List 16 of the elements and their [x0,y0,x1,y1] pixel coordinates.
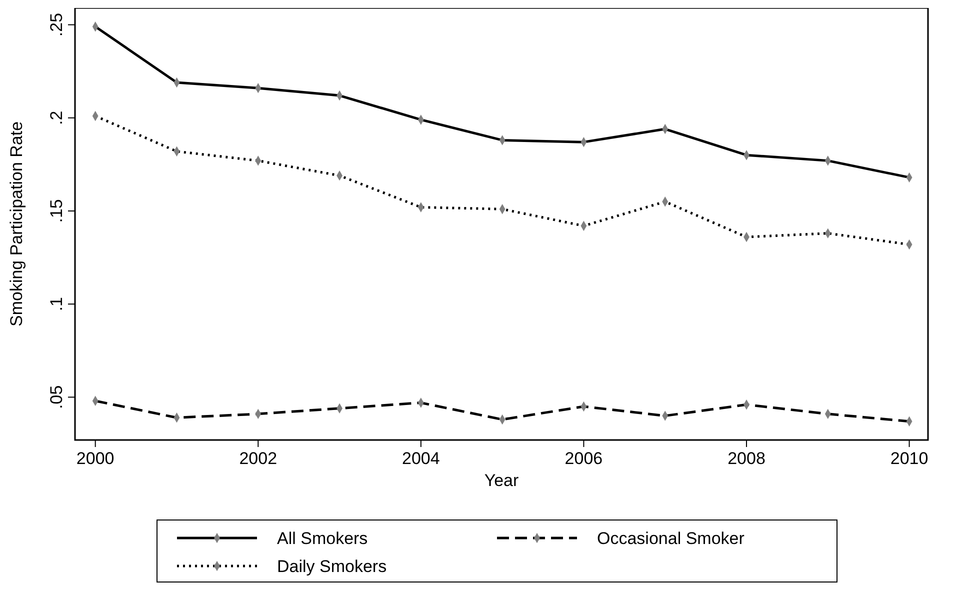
x-tick-label: 2010 [890,449,928,468]
y-tick-label: .15 [47,199,66,223]
y-tick-label: .2 [47,110,66,125]
x-tick-label: 2000 [76,449,114,468]
x-tick-label: 2008 [728,449,766,468]
y-tick-label: .25 [47,12,66,37]
y-tick-label: .1 [47,296,66,312]
y-tick-label: .05 [47,385,66,409]
legend-label: Daily Smokers [277,557,387,576]
x-tick-label: 2006 [564,449,603,468]
legend-label: All Smokers [277,529,368,548]
x-axis-title: Year [484,471,520,490]
y-axis-title: Smoking Participation Rate [7,121,26,327]
legend-label: Occasional Smoker [597,529,745,548]
x-tick-label: 2004 [402,449,440,468]
x-tick-label: 2002 [239,449,278,468]
